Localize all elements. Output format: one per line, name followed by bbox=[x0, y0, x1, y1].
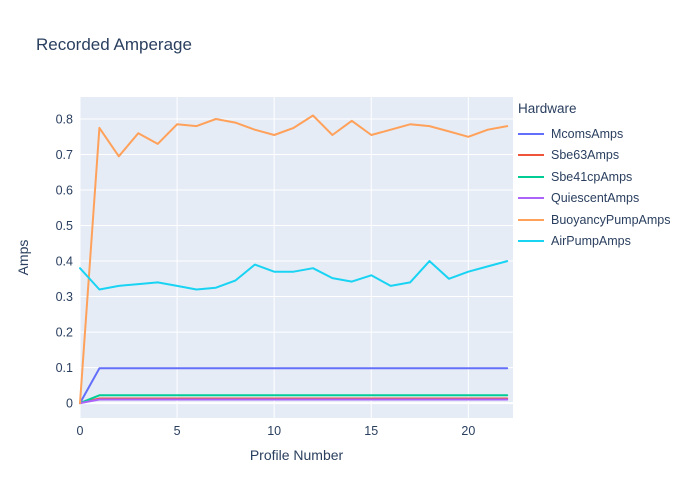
legend-item-Sbe41cpAmps[interactable]: Sbe41cpAmps bbox=[518, 166, 671, 188]
series-line-Sbe41cpAmps[interactable] bbox=[79, 394, 509, 405]
legend-label: AirPumpAmps bbox=[551, 234, 631, 249]
legend-items: McomsAmps Sbe63Amps Sbe41cpAmps QuiescentAm… bbox=[518, 123, 671, 252]
series-line-McomsAmps[interactable] bbox=[79, 367, 509, 405]
y-axis-title: Amps bbox=[15, 240, 31, 276]
x-tick-label: 5 bbox=[174, 424, 181, 438]
legend-swatch bbox=[518, 218, 544, 221]
y-tick-label: 0.6 bbox=[56, 184, 73, 198]
y-tick-label: 0.8 bbox=[56, 113, 73, 127]
legend-swatch bbox=[518, 154, 544, 157]
x-tick-label: 0 bbox=[77, 424, 84, 438]
plot-area[interactable] bbox=[80, 97, 513, 418]
legend-label: QuiescentAmps bbox=[551, 191, 640, 206]
series-line-AirPumpAmps[interactable] bbox=[79, 260, 509, 291]
y-tick-label: 0 bbox=[66, 397, 73, 411]
chart-title: Recorded Amperage bbox=[36, 35, 192, 54]
series-line-BuoyancyPumpAmps[interactable] bbox=[79, 114, 509, 405]
legend-swatch bbox=[518, 197, 544, 200]
legend-label: Sbe41cpAmps bbox=[551, 169, 633, 184]
legend-title: Hardware bbox=[518, 101, 577, 116]
legend-label: McomsAmps bbox=[551, 126, 624, 141]
y-tick-label: 0.7 bbox=[56, 148, 73, 162]
legend-label: Sbe63Amps bbox=[551, 148, 620, 163]
legend-label: BuoyancyPumpAmps bbox=[551, 212, 671, 227]
series-line-QuiescentAmps[interactable] bbox=[79, 398, 509, 405]
legend-swatch bbox=[518, 175, 544, 178]
x-tick-label: 10 bbox=[267, 424, 281, 438]
legend-item-McomsAmps[interactable]: McomsAmps bbox=[518, 123, 671, 145]
legend-swatch bbox=[518, 132, 544, 135]
x-tick-label: 20 bbox=[461, 424, 475, 438]
legend-item-AirPumpAmps[interactable]: AirPumpAmps bbox=[518, 231, 671, 253]
legend-item-Sbe63Amps[interactable]: Sbe63Amps bbox=[518, 145, 671, 167]
legend-item-QuiescentAmps[interactable]: QuiescentAmps bbox=[518, 188, 671, 210]
x-tick-label: 15 bbox=[364, 424, 378, 438]
y-tick-label: 0.5 bbox=[56, 219, 73, 233]
y-tick-label: 0.2 bbox=[56, 326, 73, 340]
y-tick-label: 0.3 bbox=[56, 290, 73, 304]
x-axis-title: Profile Number bbox=[250, 447, 344, 463]
legend: Hardware McomsAmps Sbe63Amps Sbe41cpAmps Qu… bbox=[518, 101, 671, 252]
y-tick-label: 0.4 bbox=[56, 255, 73, 269]
legend-item-BuoyancyPumpAmps[interactable]: BuoyancyPumpAmps bbox=[518, 209, 671, 231]
legend-swatch bbox=[518, 240, 544, 243]
y-tick-label: 0.1 bbox=[56, 361, 73, 375]
